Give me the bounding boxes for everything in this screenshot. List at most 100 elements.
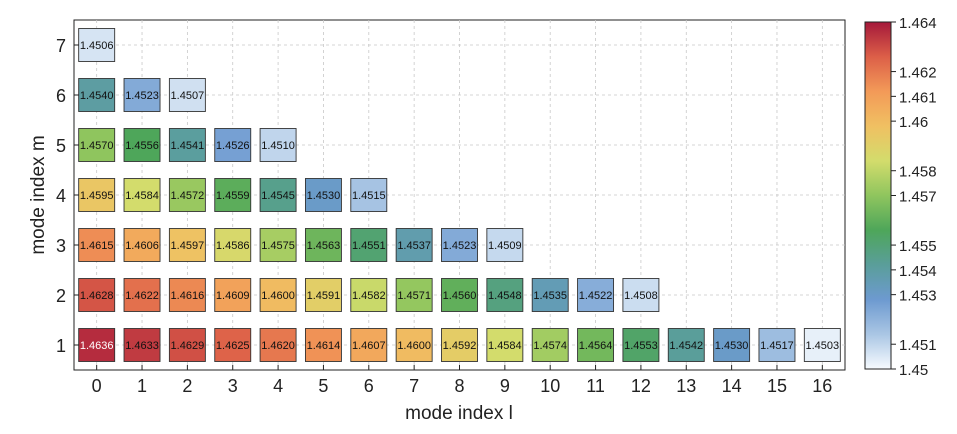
y-tick-label: 5	[56, 136, 66, 156]
heatmap-cell: 1.4574	[531, 328, 569, 362]
cell-label: 1.4633	[125, 340, 159, 352]
cell-rect	[441, 278, 478, 312]
heatmap-cell: 1.4636	[78, 328, 116, 362]
heatmap-cell: 1.4616	[168, 278, 206, 312]
x-tick-label: 16	[812, 376, 832, 396]
cell-rect	[531, 278, 569, 312]
heatmap-cell: 1.4600	[395, 328, 433, 362]
heatmap-cell: 1.4625	[214, 328, 252, 362]
cell-rect	[78, 178, 116, 212]
cell-label: 1.4508	[624, 290, 658, 302]
cell-label: 1.4509	[488, 240, 522, 252]
colorbar-tick-label: 1.458	[899, 164, 937, 181]
cell-label: 1.4560	[443, 290, 477, 302]
x-tick-label: 8	[454, 376, 464, 396]
heatmap-cell: 1.4633	[123, 328, 161, 362]
cell-rect	[168, 278, 206, 312]
cell-rect	[577, 278, 615, 312]
heatmap-cell: 1.4517	[758, 328, 796, 362]
heatmap-cell: 1.4572	[168, 178, 206, 212]
cell-label: 1.4556	[125, 140, 159, 152]
cell-rect	[486, 328, 524, 362]
colorbar-tick-label: 1.464	[899, 15, 937, 32]
colorbar-tick-label: 1.454	[899, 263, 937, 280]
cell-rect	[214, 278, 252, 312]
cell-label: 1.4574	[533, 340, 567, 352]
cell-label: 1.4548	[488, 290, 522, 302]
heatmap-cell: 1.4559	[214, 178, 252, 212]
cell-rect	[259, 178, 297, 212]
x-axis-label: mode index l	[405, 403, 513, 424]
cell-rect	[168, 128, 206, 162]
cell-rect	[395, 278, 433, 312]
cell-label: 1.4584	[488, 340, 522, 352]
cell-rect	[78, 28, 116, 62]
cell-label: 1.4535	[533, 290, 567, 302]
heatmap-cell: 1.4584	[123, 178, 161, 212]
heatmap-cell: 1.4575	[259, 228, 297, 262]
heatmap-cell: 1.4515	[350, 178, 388, 212]
y-tick-label: 7	[56, 36, 66, 56]
colorbar-gradient	[864, 21, 892, 370]
cell-rect	[350, 278, 388, 312]
cell-rect	[758, 328, 796, 362]
cell-label: 1.4537	[397, 240, 431, 252]
cell-rect	[259, 228, 297, 262]
cell-label: 1.4517	[760, 340, 794, 352]
cell-rect	[123, 328, 161, 362]
heatmap-cell: 1.4571	[395, 278, 433, 312]
cell-rect	[622, 328, 660, 362]
cell-label: 1.4592	[443, 340, 477, 352]
heatmap-cell: 1.4620	[259, 328, 297, 362]
heatmap-cell: 1.4564	[577, 328, 615, 362]
x-axis-ticks: 0 1 2 3 4 5 6 7 8 9 10 11 12 13 14 15 16	[92, 365, 832, 396]
cell-label: 1.4609	[216, 290, 250, 302]
cell-rect	[350, 178, 388, 212]
cell-label: 1.4628	[80, 290, 114, 302]
x-tick-label: 0	[92, 376, 102, 396]
heatmap-cell: 1.4629	[168, 328, 206, 362]
x-tick-label: 12	[631, 376, 651, 396]
cell-rect	[123, 178, 161, 212]
x-tick-label: 14	[722, 376, 742, 396]
cell-rect	[214, 128, 252, 162]
cell-rect	[304, 328, 342, 362]
heatmap-cell: 1.4553	[622, 328, 660, 362]
cell-rect	[350, 328, 388, 362]
x-tick-label: 11	[586, 376, 605, 396]
heatmap-cell: 1.4541	[168, 128, 206, 162]
heatmap-cell: 1.4615	[78, 228, 116, 262]
cell-rect	[168, 78, 206, 112]
x-tick-label: 2	[182, 376, 192, 396]
x-tick-label: 13	[676, 376, 696, 396]
heatmap-cell: 1.4582	[350, 278, 388, 312]
heatmap-cell: 1.4570	[78, 128, 116, 162]
cell-rect	[168, 328, 206, 362]
y-axis-ticks: 1 2 3 4 5 6 7	[56, 36, 79, 356]
cell-label: 1.4600	[397, 340, 431, 352]
heatmap-cell: 1.4551	[350, 228, 388, 262]
cell-rect	[78, 78, 116, 112]
cell-rect	[441, 228, 478, 262]
cell-label: 1.4530	[307, 190, 341, 202]
cell-label: 1.4503	[805, 340, 839, 352]
cell-label: 1.4622	[125, 290, 159, 302]
cell-rect	[78, 278, 116, 312]
cell-rect	[259, 128, 297, 162]
heatmap-cell: 1.4563	[304, 228, 342, 262]
heatmap-cell: 1.4530	[304, 178, 342, 212]
y-axis-label: mode index m	[28, 135, 49, 254]
y-tick-label: 1	[56, 336, 66, 356]
x-tick-label: 7	[409, 376, 419, 396]
cell-label: 1.4575	[261, 240, 295, 252]
cell-rect	[622, 278, 660, 312]
heatmap-cell: 1.4560	[441, 278, 478, 312]
x-tick-label: 6	[364, 376, 374, 396]
x-tick-label: 4	[273, 376, 283, 396]
heatmap-cell: 1.4510	[259, 128, 297, 162]
colorbar-tick-label: 1.457	[899, 189, 937, 206]
cell-label: 1.4541	[171, 140, 205, 152]
cell-rect	[214, 328, 252, 362]
